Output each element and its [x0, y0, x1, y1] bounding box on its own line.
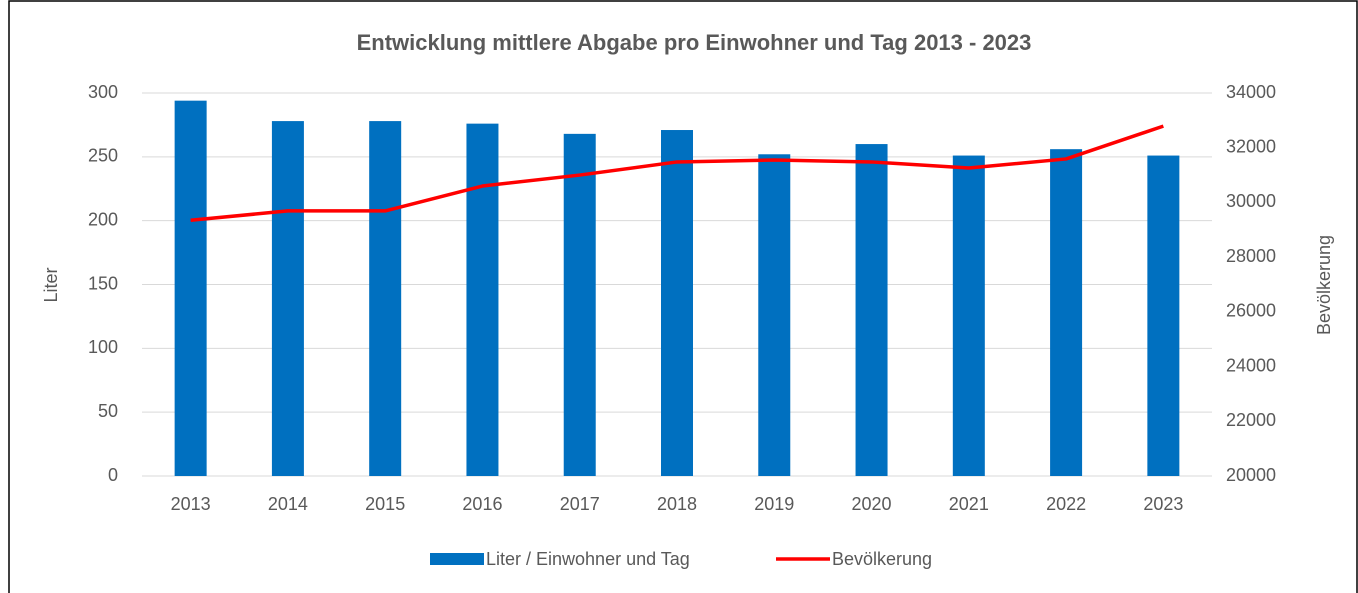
x-tick-label: 2022: [1046, 494, 1086, 514]
x-tick-label: 2019: [754, 494, 794, 514]
y2-tick-label: 22000: [1226, 410, 1276, 430]
x-tick-label: 2014: [268, 494, 308, 514]
y-tick-label: 250: [88, 146, 118, 166]
line: [190, 124, 1164, 222]
y-tick-label: 150: [88, 273, 118, 293]
bar: [369, 121, 402, 476]
y-tick-label: 50: [98, 401, 118, 421]
y-tick-label: 0: [108, 465, 118, 485]
y-tick-label: 100: [88, 337, 118, 357]
y2-tick-label: 20000: [1226, 465, 1276, 485]
bar: [855, 144, 888, 477]
x-tick-label: 2021: [949, 494, 989, 514]
x-tick-label: 2015: [365, 494, 405, 514]
y-tick-label: 200: [88, 209, 118, 229]
legend-label: Liter / Einwohner und Tag: [486, 549, 690, 569]
x-tick-label: 2016: [462, 494, 502, 514]
y2-tick-label: 24000: [1226, 355, 1276, 375]
x-tick-label: 2013: [171, 494, 211, 514]
y2-tick-label: 30000: [1226, 191, 1276, 211]
x-tick-label: 2023: [1143, 494, 1183, 514]
legend-swatch: [430, 553, 484, 565]
y2-tick-label: 32000: [1226, 136, 1276, 156]
x-tick-label: 2020: [852, 494, 892, 514]
bar: [563, 133, 596, 476]
bar: [661, 130, 693, 477]
y2-axis-label: Bevölkerung: [1314, 235, 1334, 335]
y2-tick-label: 28000: [1226, 246, 1276, 266]
x-tick-label: 2018: [657, 494, 697, 514]
y2-tick-label: 34000: [1226, 82, 1276, 102]
bar: [1050, 149, 1083, 476]
x-tick-label: 2017: [560, 494, 600, 514]
chart-title: Entwicklung mittlere Abgabe pro Einwohne…: [357, 30, 1032, 55]
y-axis-label: Liter: [41, 267, 61, 302]
bar: [174, 100, 207, 476]
y2-tick-label: 26000: [1226, 301, 1276, 321]
bar: [1147, 155, 1180, 476]
bar: [466, 123, 499, 476]
bar: [271, 121, 304, 476]
bar: [952, 155, 985, 476]
y-tick-label: 300: [88, 82, 118, 102]
bar: [758, 154, 791, 476]
legend-label: Bevölkerung: [832, 549, 932, 569]
